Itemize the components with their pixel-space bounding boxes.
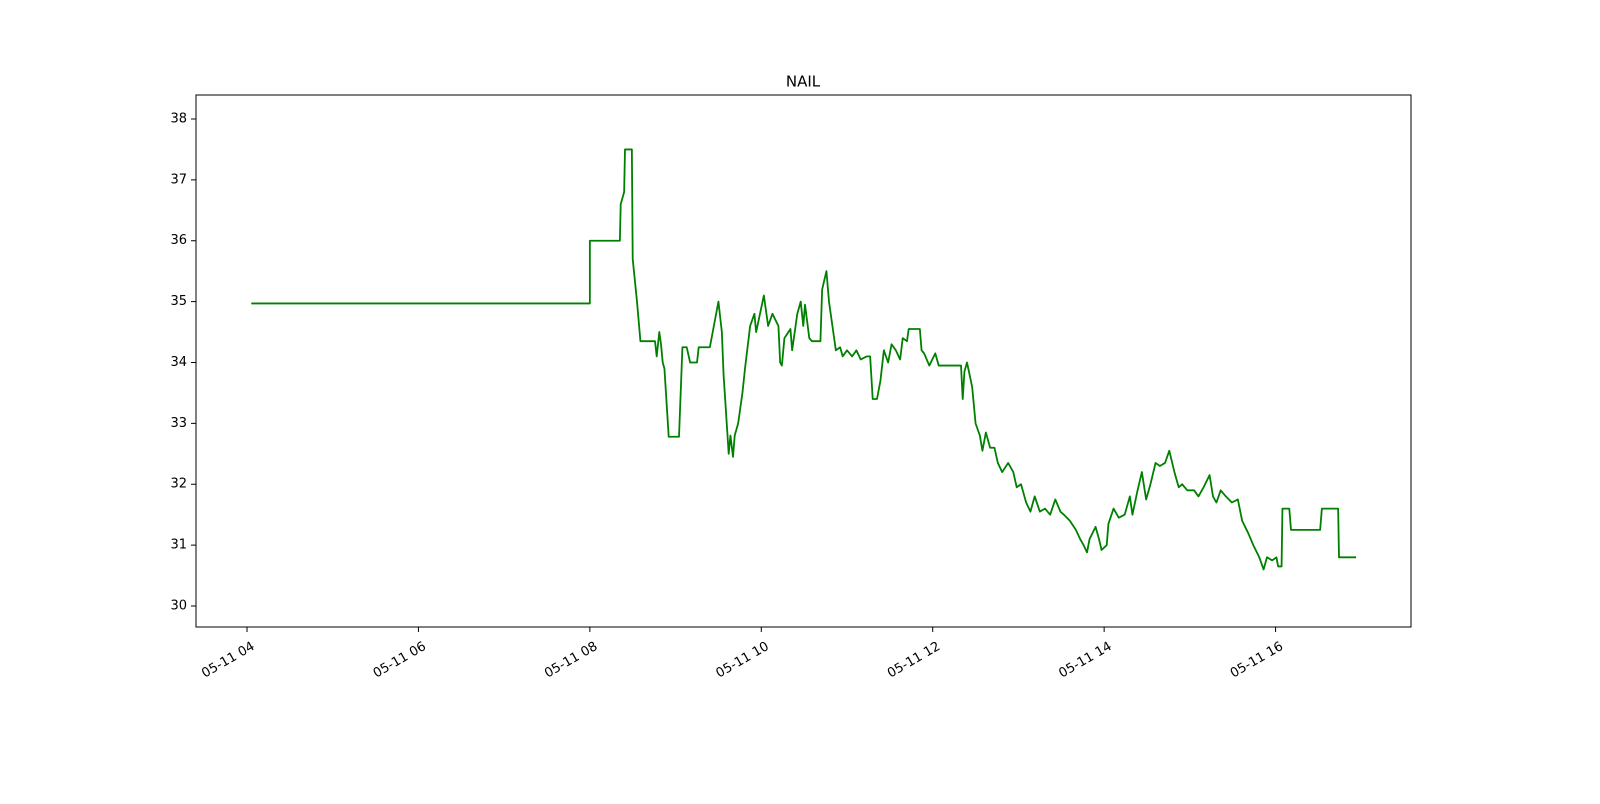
x-tick-label: 05-11 06 [371, 639, 429, 681]
y-tick-label: 33 [170, 416, 187, 431]
x-tick-label: 05-11 12 [885, 639, 943, 681]
x-tick-label: 05-11 10 [714, 639, 772, 681]
y-tick-label: 32 [170, 477, 187, 492]
y-tick-label: 35 [170, 294, 187, 309]
x-tick-label: 05-11 16 [1228, 639, 1286, 681]
y-tick-label: 31 [170, 538, 187, 553]
x-tick-label: 05-11 04 [199, 639, 257, 681]
y-tick-label: 34 [170, 355, 187, 370]
y-tick-label: 36 [170, 233, 187, 248]
y-tick-label: 30 [170, 598, 187, 613]
x-tick-label: 05-11 08 [542, 639, 600, 681]
chart-title: NAIL [786, 73, 821, 91]
y-tick-label: 38 [170, 111, 187, 126]
price-line [251, 148, 1357, 571]
y-tick-label: 37 [170, 172, 187, 187]
x-tick-label: 05-11 14 [1056, 639, 1114, 681]
plot-frame [195, 94, 1412, 628]
